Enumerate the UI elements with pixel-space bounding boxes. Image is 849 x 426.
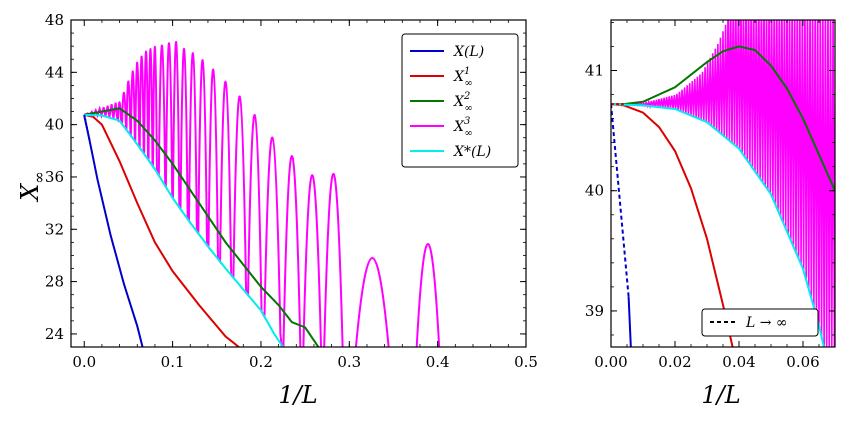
x-tick-label: 0.2 — [249, 353, 273, 371]
legend-label: X3 ∞ — [453, 116, 473, 139]
legend-label: X*(L) — [453, 144, 491, 160]
y-tick-label: 41 — [585, 61, 604, 79]
series-x-inf-2 — [611, 45, 835, 192]
legend-entry: X1 ∞ — [410, 66, 473, 89]
y-tick-label: 39 — [585, 302, 604, 320]
series-x-of-l-limit — [83, 114, 91, 141]
y-tick-label: 32 — [45, 220, 64, 238]
series-x-inf-2 — [84, 107, 320, 347]
x-tick-label: 0.1 — [161, 353, 185, 371]
x-tick: 0.2 — [249, 20, 273, 371]
y-tick: 24 — [45, 325, 526, 343]
legend-label: X1 ∞ — [453, 66, 473, 89]
x-tick-label: 0.0 — [72, 353, 96, 371]
legend-box — [401, 33, 519, 168]
x-tick-label: 0.3 — [337, 353, 361, 371]
y-tick-label: 40 — [585, 182, 604, 200]
series-x-star — [611, 103, 825, 347]
y-tick-label: 24 — [45, 325, 64, 343]
left-legend: X(L) X1 ∞X2 ∞X3 ∞ X*(L) — [401, 33, 519, 168]
y-tick: 36 — [45, 168, 526, 186]
left-plot-area — [83, 41, 441, 347]
legend-entry: X3 ∞ — [410, 116, 473, 139]
series-x-of-l-limit — [611, 104, 630, 297]
legend-entry: X(L) — [410, 44, 484, 60]
series-x-inf-1 — [611, 103, 734, 347]
series-x-star — [84, 113, 284, 347]
y-tick-label: 36 — [45, 168, 64, 186]
legend-entry: X*(L) — [410, 144, 491, 160]
y-tick-label: 28 — [45, 273, 64, 291]
left-x-axis-label: 1/L — [278, 381, 317, 409]
x-tick-label: 0.00 — [594, 353, 627, 371]
right-axes-frame — [610, 19, 836, 348]
x-tick-label: 0.02 — [658, 353, 691, 371]
x-tick: 0.02 — [658, 20, 692, 371]
series-x-inf-1 — [84, 113, 240, 347]
series-x-of-l — [627, 296, 632, 347]
legend-box — [701, 308, 819, 337]
series-x-inf-3 — [626, 20, 835, 347]
left-axes-frame — [70, 19, 527, 348]
legend-label: X(L) — [453, 44, 484, 60]
y-tick: 32 — [45, 220, 526, 238]
legend-entry: X2 ∞ — [410, 91, 473, 114]
x-tick-label: 0.4 — [426, 353, 450, 371]
series-x-of-l — [83, 115, 144, 347]
right-panel: 0.00 0.02 0.04 0.06 39 40 41 1/L L → ∞ — [585, 19, 836, 409]
x-tick: 0.0 — [72, 20, 96, 371]
x-tick-label: 0.06 — [786, 353, 819, 371]
right-x-axis-label: 1/L — [701, 381, 740, 409]
left-y-axis-label: X∞ — [16, 171, 48, 203]
right-legend: L → ∞ — [701, 308, 819, 337]
y-tick-label: 48 — [45, 11, 64, 29]
y-tick-label: 40 — [45, 116, 64, 134]
series-x-inf-3 — [83, 41, 441, 347]
x-tick-label: 0.5 — [514, 353, 538, 371]
y-tick-label: 44 — [45, 63, 64, 81]
legend-label: X2 ∞ — [453, 91, 473, 114]
legend-label-limit: L → ∞ — [745, 315, 788, 331]
x-tick-label: 0.04 — [722, 353, 755, 371]
right-plot-area — [611, 20, 835, 347]
